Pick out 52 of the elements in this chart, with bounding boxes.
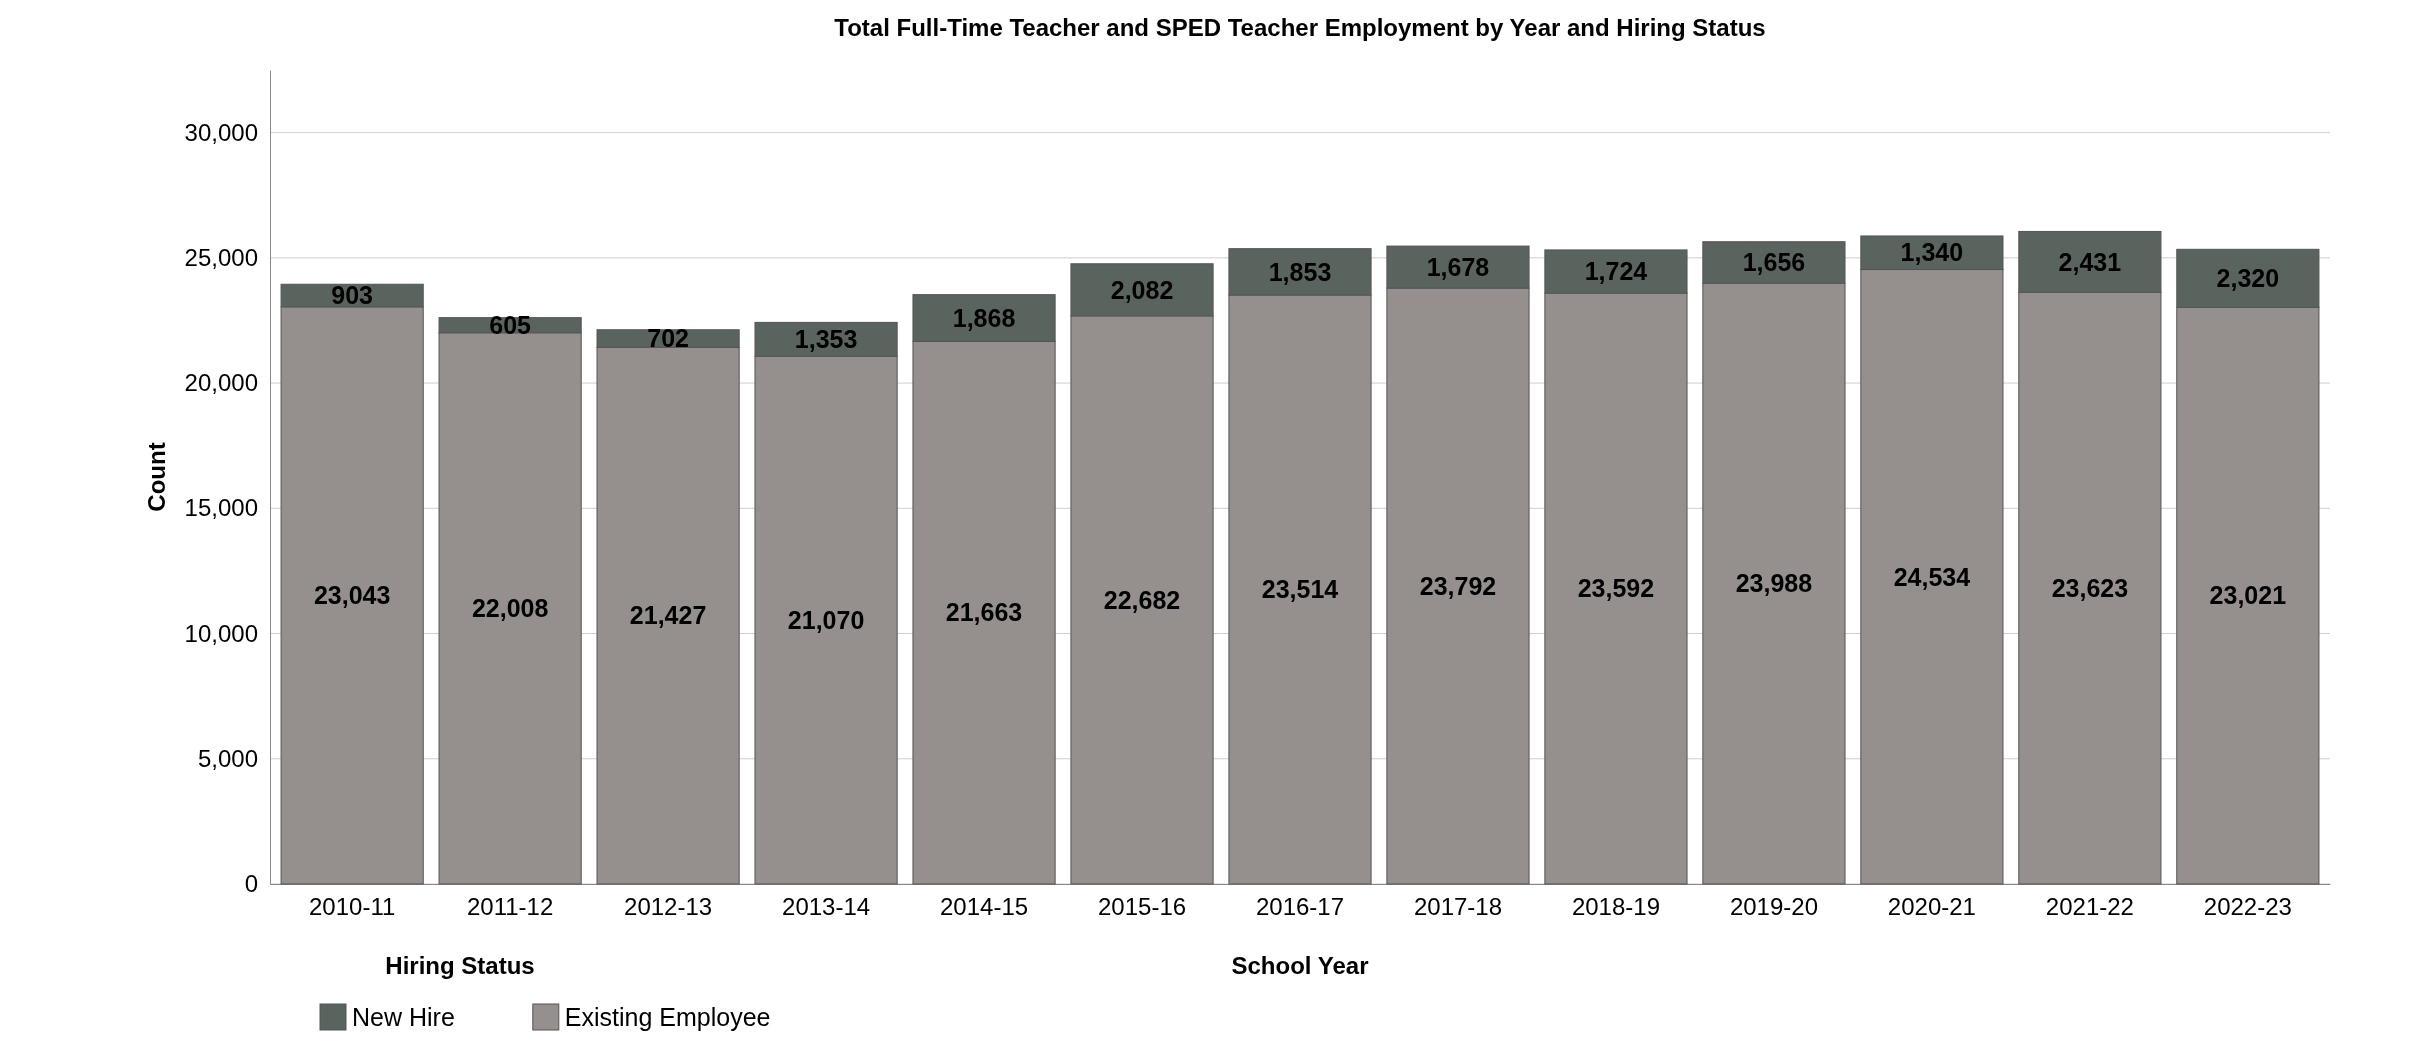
- data-label: 903: [331, 281, 374, 310]
- data-label: 1,724: [1584, 257, 1648, 286]
- x-tick-label: 2012-13: [624, 893, 713, 921]
- y-tick-label: 15,000: [184, 494, 258, 522]
- y-tick-label: 20,000: [184, 369, 258, 397]
- x-tick-label: 2015-16: [1097, 893, 1187, 921]
- legend-title: Hiring Status: [385, 952, 535, 979]
- x-tick-label: 2011-12: [466, 893, 554, 921]
- legend-label: Existing Employee: [564, 1003, 771, 1031]
- x-tick-label: 2016-17: [1255, 893, 1345, 921]
- y-axis-title: Count: [143, 442, 170, 512]
- data-label: 23,043: [313, 581, 391, 610]
- data-label: 24,534: [1893, 562, 1971, 591]
- data-label: 22,008: [471, 594, 549, 623]
- y-tick-label: 25,000: [184, 244, 258, 272]
- x-tick-label: 2010-11: [309, 893, 396, 921]
- x-tick-label: 2017-18: [1413, 893, 1503, 921]
- data-label: 21,427: [629, 601, 707, 630]
- x-tick-label: 2021-22: [2045, 893, 2134, 921]
- data-label: 1,868: [952, 303, 1016, 332]
- y-tick-label: 30,000: [184, 118, 258, 146]
- x-tick-label: 2019-20: [1729, 893, 1818, 921]
- data-label: 605: [489, 310, 532, 339]
- data-label: 21,070: [787, 605, 865, 634]
- data-label: 2,431: [2058, 247, 2122, 276]
- data-label: 1,340: [1900, 238, 1964, 267]
- y-tick-label: 5,000: [197, 744, 258, 772]
- data-label: 1,853: [1268, 257, 1332, 286]
- data-label: 1,353: [794, 325, 858, 354]
- chart-title: Total Full-Time Teacher and SPED Teacher Employment by Year and Hiring Status: [834, 14, 1766, 41]
- data-label: 21,663: [945, 598, 1023, 627]
- data-label: 1,678: [1426, 252, 1490, 281]
- x-tick-label: 2022-23: [2203, 893, 2292, 921]
- data-label: 23,514: [1261, 575, 1339, 604]
- data-label: 23,623: [2051, 573, 2129, 602]
- y-tick-label: 10,000: [184, 619, 258, 647]
- data-label: 23,792: [1419, 571, 1497, 600]
- data-label: 23,592: [1577, 574, 1655, 603]
- data-label: 702: [647, 324, 689, 353]
- legend-label: New Hire: [352, 1003, 455, 1031]
- x-tick-label: 2013-14: [782, 893, 871, 921]
- data-label: 22,682: [1103, 585, 1181, 614]
- x-tick-label: 2014-15: [940, 893, 1029, 921]
- y-tick-label: 0: [244, 870, 258, 898]
- x-tick-label: 2020-21: [1887, 893, 1976, 921]
- x-axis-title: School Year: [1231, 952, 1369, 979]
- data-label: 2,082: [1110, 275, 1174, 304]
- x-tick-label: 2018-19: [1571, 893, 1660, 921]
- data-label: 23,021: [2209, 581, 2287, 610]
- data-label: 23,988: [1735, 569, 1813, 598]
- data-label: 2,320: [2216, 264, 2280, 293]
- data-label: 1,656: [1742, 248, 1806, 277]
